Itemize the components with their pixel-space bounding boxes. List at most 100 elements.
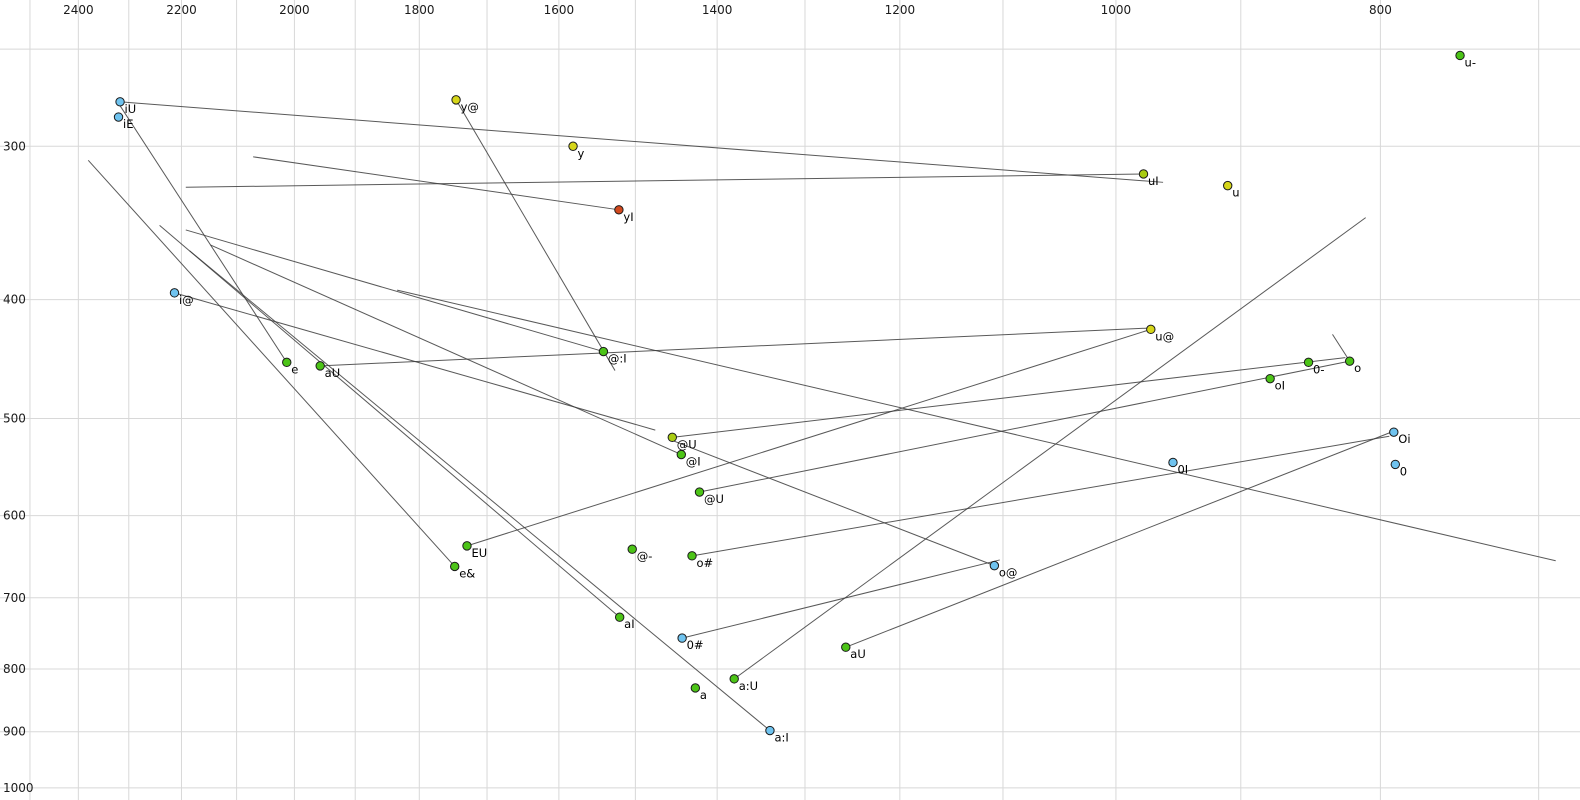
- point-@:I[interactable]: [598, 346, 609, 357]
- point-label: 0: [1400, 464, 1407, 478]
- point-u@[interactable]: [1146, 324, 1156, 335]
- point-label: o: [1354, 361, 1361, 375]
- axis-ticks: 2400 2200 2000 1800 1600 1400 1200 1000 800 300 40…: [3, 3, 1392, 795]
- trajectory-line: [189, 250, 771, 731]
- point-label: @-: [637, 549, 653, 563]
- x-tick-label: 2000: [279, 3, 310, 17]
- point-label: oI: [1275, 379, 1285, 393]
- trajectory-line: [253, 156, 619, 211]
- trajectory-line: [185, 173, 1144, 188]
- trajectory-line: [733, 217, 1366, 680]
- trajectory-line: [320, 327, 1149, 367]
- point-iE[interactable]: [113, 112, 124, 122]
- trajectory-line: [455, 99, 616, 371]
- point-0-[interactable]: [1303, 357, 1314, 368]
- y-tick-label: 600: [3, 509, 26, 523]
- x-tick-label: 1400: [702, 3, 733, 17]
- trajectory-line: [672, 439, 995, 567]
- point-u[interactable]: [1223, 180, 1233, 191]
- point-aU[interactable]: [315, 361, 325, 371]
- point-label: uI: [1148, 174, 1159, 188]
- y-tick-label: 400: [3, 293, 26, 307]
- trajectory-line: [1332, 334, 1351, 362]
- trajectory-line: [699, 360, 1350, 493]
- point-e[interactable]: [282, 357, 292, 368]
- y-tick-label: 700: [3, 591, 26, 605]
- trajectory-line: [681, 559, 1000, 639]
- point-label: u: [1232, 186, 1239, 200]
- point-u-[interactable]: [1455, 50, 1465, 61]
- point-oI[interactable]: [1265, 373, 1275, 384]
- point-label: yI: [623, 210, 633, 224]
- point-0I[interactable]: [1168, 457, 1178, 468]
- point-label: y@: [461, 100, 479, 114]
- trajectory-line: [210, 244, 682, 455]
- y-tick-label: 500: [3, 411, 26, 425]
- x-tick-label: 2200: [166, 3, 197, 17]
- point-0[interactable]: [1390, 459, 1401, 470]
- point-label: aU: [850, 647, 865, 661]
- point-o[interactable]: [1344, 356, 1355, 366]
- y-tick-label: 1000: [3, 781, 34, 795]
- x-tick-label: 1200: [885, 3, 916, 17]
- point-EU[interactable]: [462, 541, 472, 551]
- trajectory-line: [672, 357, 1346, 438]
- point-i@[interactable]: [169, 288, 180, 298]
- point-label: i@: [179, 293, 194, 307]
- point-y[interactable]: [568, 141, 578, 151]
- point-@-[interactable]: [627, 544, 637, 554]
- trajectory-line: [120, 101, 1164, 183]
- point-label: Oi: [1398, 432, 1410, 446]
- point-Oi[interactable]: [1389, 427, 1399, 437]
- point-label: y: [578, 146, 585, 160]
- point-label: a: [700, 688, 707, 702]
- point-label: @I: [686, 455, 701, 469]
- trajectory-line: [691, 435, 1390, 557]
- x-tick-label: 1000: [1101, 3, 1132, 17]
- trajectory-line: [845, 430, 1394, 648]
- point-label: aI: [624, 617, 634, 631]
- point-@I[interactable]: [676, 449, 686, 460]
- trajectory-lines: [87, 99, 1556, 731]
- point-label: aU: [325, 366, 340, 380]
- trajectory-line: [119, 105, 288, 363]
- trajectory-line: [159, 224, 621, 618]
- trajectory-line: [397, 289, 1556, 562]
- trajectory-line: [466, 328, 1151, 547]
- point-uI[interactable]: [1138, 169, 1149, 179]
- trajectory-line: [185, 229, 604, 353]
- point-a[interactable]: [690, 683, 701, 693]
- point-@U[interactable]: [694, 487, 705, 497]
- point-a:I[interactable]: [765, 725, 775, 736]
- point-yI[interactable]: [614, 205, 624, 215]
- point-o@[interactable]: [989, 560, 1000, 571]
- point-o#[interactable]: [687, 551, 697, 561]
- point-label: iE: [123, 117, 133, 131]
- x-tick-label: 800: [1369, 3, 1392, 17]
- point-y@[interactable]: [451, 95, 461, 105]
- x-tick-label: 1600: [544, 3, 575, 17]
- point-label: u@: [1155, 329, 1174, 343]
- point-label: o#: [697, 556, 714, 570]
- point-label: 0#: [687, 638, 704, 652]
- trajectory-line: [87, 159, 456, 567]
- point-label: e&: [459, 566, 475, 580]
- x-tick-label: 2400: [63, 3, 94, 17]
- point-@U[interactable]: [667, 432, 677, 443]
- point-label: iU: [125, 102, 137, 116]
- point-iU[interactable]: [115, 97, 125, 107]
- x-tick-label: 1800: [404, 3, 435, 17]
- point-label: @U: [704, 492, 724, 506]
- y-tick-label: 800: [3, 662, 26, 676]
- point-e&[interactable]: [450, 561, 460, 572]
- point-aI[interactable]: [614, 612, 625, 622]
- point-a:U[interactable]: [729, 674, 739, 684]
- point-aU[interactable]: [841, 642, 851, 652]
- point-label: 0-: [1313, 362, 1324, 376]
- point-label: a:I: [774, 731, 788, 745]
- point-0#[interactable]: [677, 633, 687, 643]
